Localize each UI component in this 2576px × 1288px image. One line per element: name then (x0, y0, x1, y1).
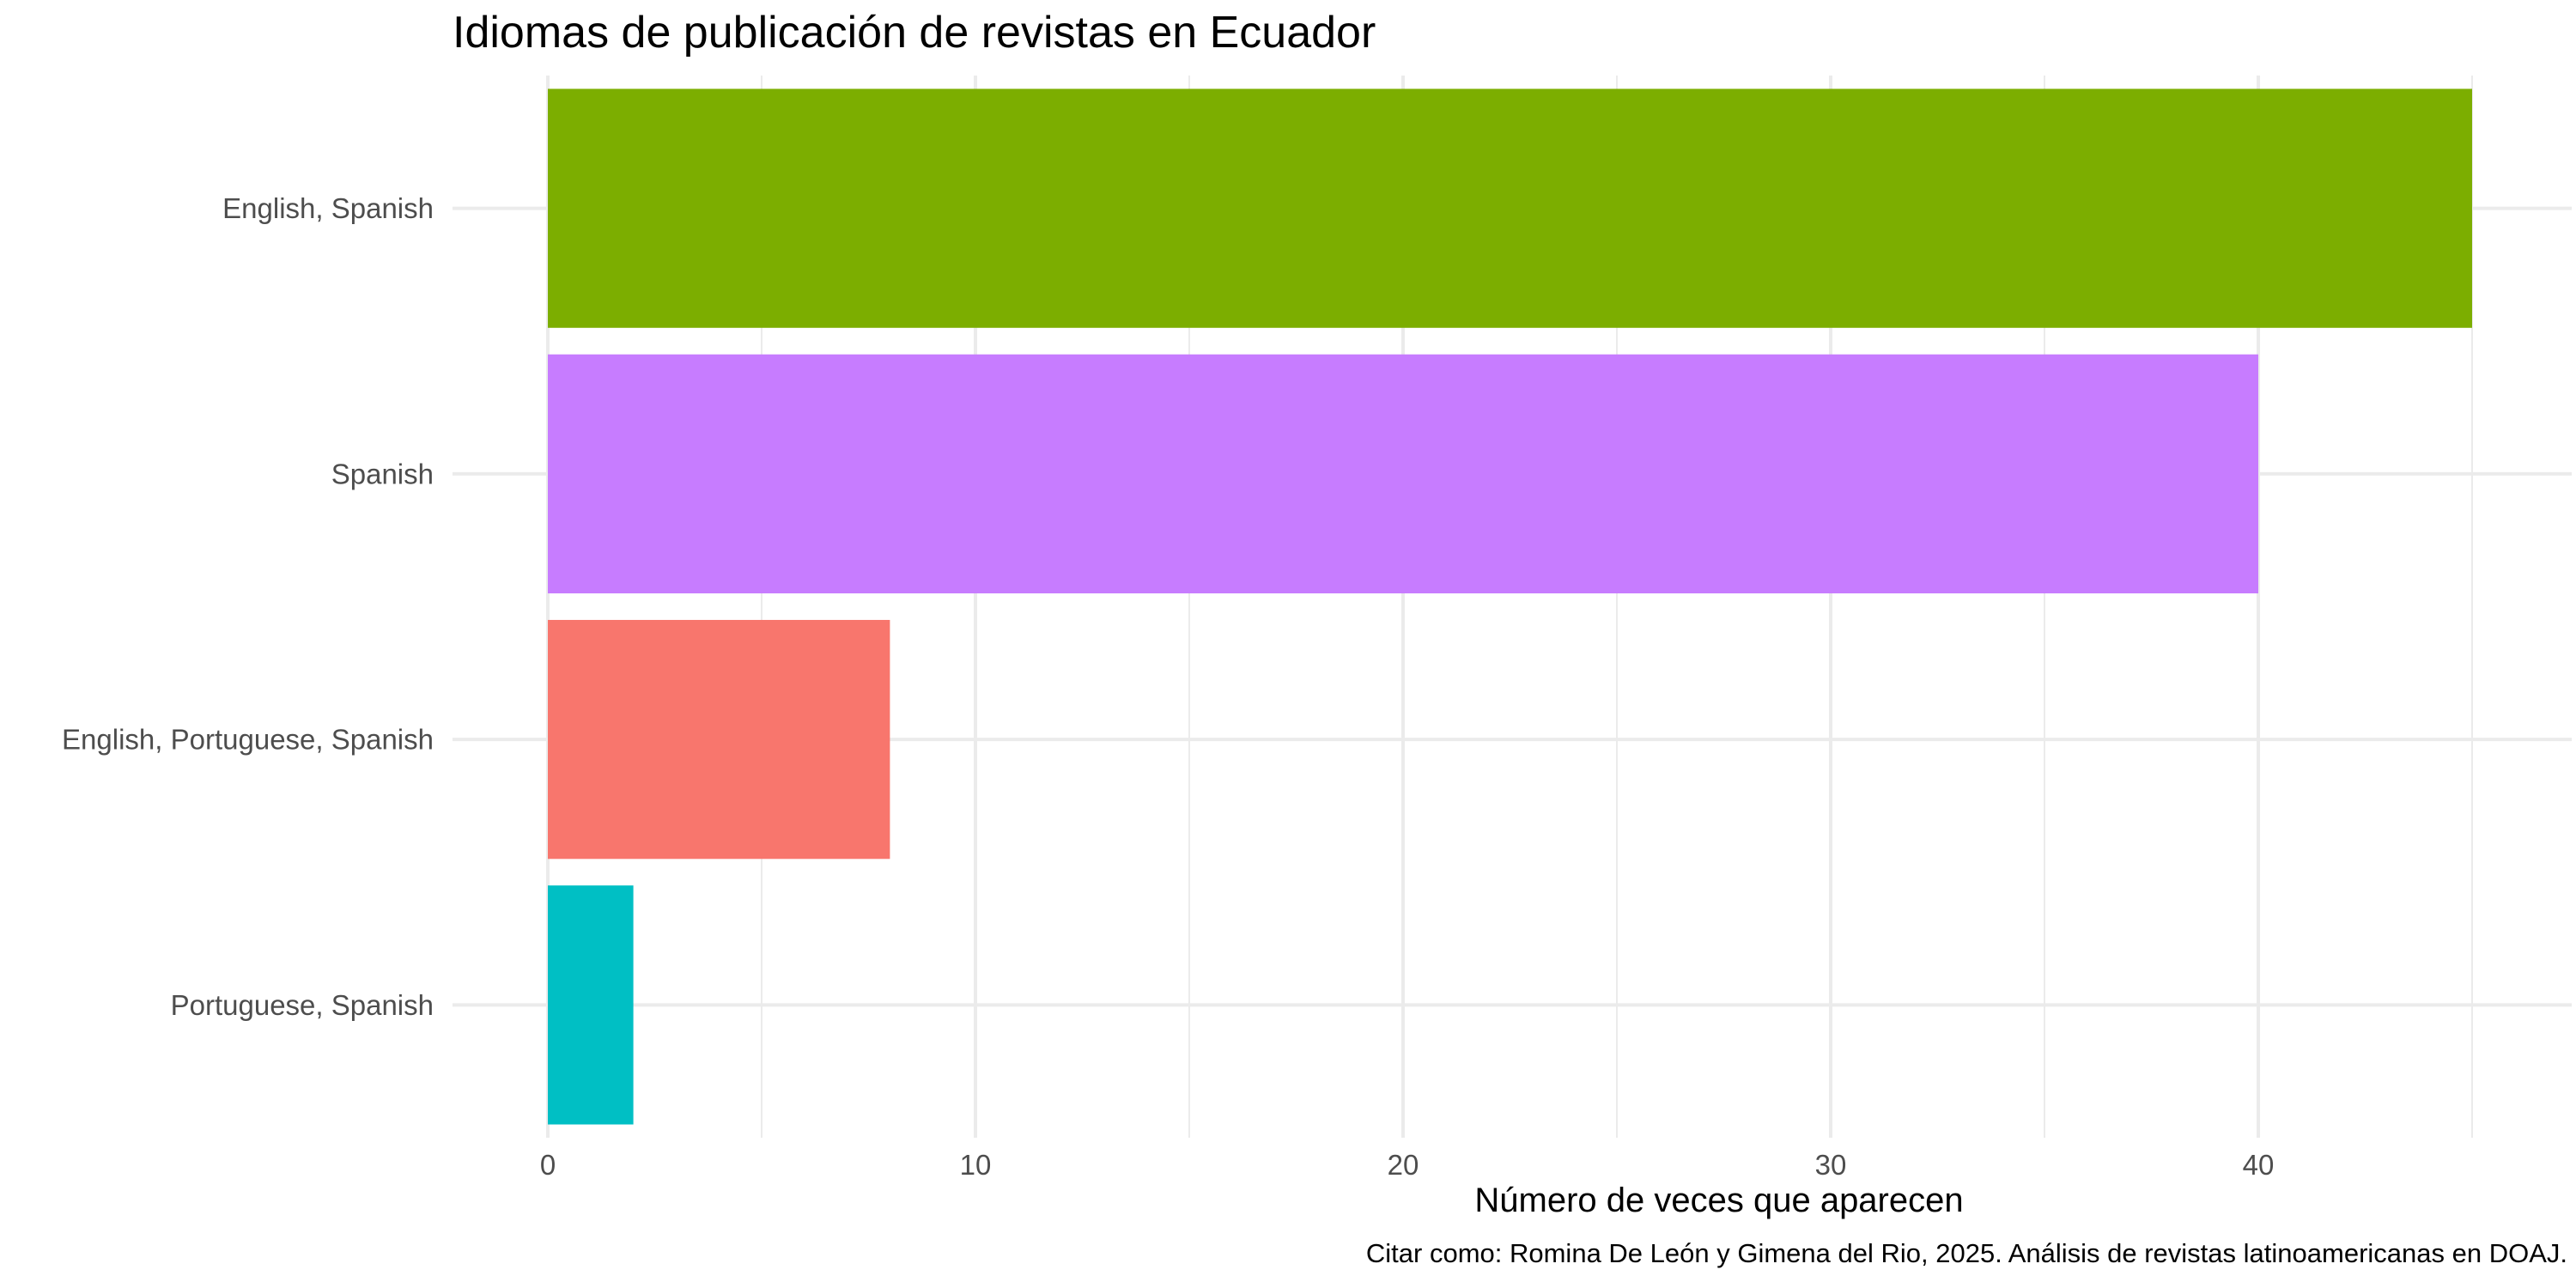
caption: Citar como: Romina De León y Gimena del … (1365, 1238, 2567, 1268)
x-tick-label: 20 (1388, 1149, 1419, 1181)
x-tick-label: 40 (2243, 1149, 2275, 1181)
x-tick-label: 10 (960, 1149, 992, 1181)
bar (548, 885, 634, 1125)
y-tick-label: English, Spanish (222, 192, 434, 224)
bar (548, 354, 2258, 594)
bar (548, 88, 2472, 328)
chart-title: Idiomas de publicación de revistas en Ec… (453, 8, 1376, 58)
y-tick-label: Spanish (331, 458, 434, 489)
x-tick-label: 0 (540, 1149, 556, 1181)
y-axis: English, Spanish Spanish English, Portugue… (62, 192, 434, 1021)
x-axis-label: Número de veces que aparecen (1474, 1182, 1964, 1219)
x-tick-label: 30 (1815, 1149, 1847, 1181)
y-tick-label: English, Portuguese, Spanish (62, 724, 434, 756)
y-tick-label: Portuguese, Spanish (171, 989, 434, 1021)
bar (548, 619, 890, 860)
x-axis: 0 10 20 30 40 (540, 1149, 2275, 1181)
bars (548, 88, 2472, 1125)
